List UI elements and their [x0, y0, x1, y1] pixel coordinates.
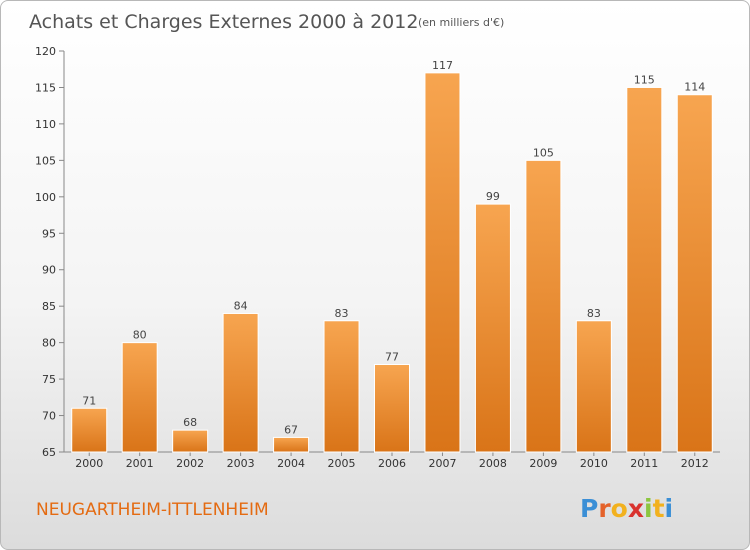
y-tick-label: 70 [42, 410, 56, 423]
value-label-2000: 71 [82, 394, 96, 407]
x-tick-label-2003: 2003 [227, 457, 255, 470]
x-tick-label-2010: 2010 [580, 457, 608, 470]
chart-subtitle: (en milliers d'€) [418, 16, 504, 29]
y-tick-label: 95 [42, 227, 56, 240]
bar-2009 [525, 159, 562, 453]
place-name: NEUGARTHEIM-ITTLENHEIM [36, 500, 269, 520]
x-tick-label-2006: 2006 [378, 457, 406, 470]
bar-2007 [424, 72, 461, 453]
value-label-2012: 114 [684, 81, 705, 94]
y-tick-label: 90 [42, 264, 56, 277]
x-axis: 2000 2001 2002 2003 2004 2005 2006 2007 2008 2009… [64, 451, 720, 470]
y-tick-label: 65 [42, 446, 56, 459]
x-tick-label-2004: 2004 [277, 457, 305, 470]
proxiti-logo: Proxiti [580, 494, 673, 523]
bar-2011 [626, 86, 663, 453]
bar-2000 [71, 407, 108, 453]
y-axis: 65 70 75 80 85 90 95 100 105 110 115 120 [35, 45, 65, 459]
value-label-2011: 115 [634, 73, 655, 86]
x-tick-label-2002: 2002 [176, 457, 204, 470]
bars-group: 71 80 68 84 67 83 77 117 99 105 83 115 114 [71, 59, 713, 453]
y-tick-label: 85 [42, 300, 56, 313]
value-label-2006: 77 [385, 351, 399, 364]
x-tick-label-2012: 2012 [681, 457, 709, 470]
bar-2008 [474, 203, 511, 453]
value-label-2010: 83 [587, 307, 601, 320]
logo-letter: i [644, 494, 653, 523]
value-label-2002: 68 [183, 416, 197, 429]
y-tick-label: 115 [35, 81, 56, 94]
x-tick-label-2005: 2005 [328, 457, 356, 470]
logo-letter: t [653, 494, 665, 523]
x-tick-label-2011: 2011 [630, 457, 658, 470]
value-label-2007: 117 [432, 59, 453, 72]
bar-2003 [222, 312, 259, 453]
y-tick-label: 80 [42, 337, 56, 350]
value-label-2005: 83 [335, 307, 349, 320]
x-tick-label-2007: 2007 [428, 457, 456, 470]
value-label-2009: 105 [533, 146, 554, 159]
bar-2012 [676, 94, 713, 453]
y-tick-label: 110 [35, 118, 56, 131]
y-tick-label: 120 [35, 45, 56, 58]
x-tick-label-2008: 2008 [479, 457, 507, 470]
logo-letter: r [598, 494, 611, 523]
logo-letter: o [611, 494, 628, 523]
y-tick-label: 105 [35, 154, 56, 167]
logo-letter: i [665, 494, 674, 523]
value-label-2003: 84 [234, 299, 248, 312]
value-label-2001: 80 [133, 329, 147, 342]
value-label-2008: 99 [486, 190, 500, 203]
bar-2005 [323, 320, 360, 453]
bar-2004 [273, 436, 310, 453]
chart-title: Achats et Charges Externes 2000 à 2012 [29, 11, 418, 33]
x-tick-label-2009: 2009 [529, 457, 557, 470]
y-tick-label: 100 [35, 191, 56, 204]
bar-2002 [172, 429, 209, 453]
bar-2010 [575, 320, 612, 453]
x-tick-label-2000: 2000 [75, 457, 103, 470]
logo-letter: P [580, 494, 598, 523]
bar-2001 [121, 342, 158, 453]
y-tick-label: 75 [42, 373, 56, 386]
logo-letter: x [628, 494, 644, 523]
value-label-2004: 67 [284, 423, 298, 436]
bar-2006 [374, 364, 410, 453]
x-tick-label-2001: 2001 [126, 457, 154, 470]
